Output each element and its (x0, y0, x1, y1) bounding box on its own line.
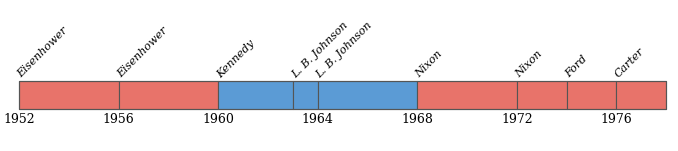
Text: L. B. Johnson: L. B. Johnson (315, 20, 374, 80)
Bar (318, 81, 418, 109)
Text: Kennedy: Kennedy (215, 38, 256, 80)
Text: 1968: 1968 (401, 113, 433, 126)
Bar (19, 81, 119, 109)
Text: Nixon: Nixon (414, 49, 445, 80)
Bar (119, 81, 218, 109)
Text: L. B. Johnson: L. B. Johnson (290, 20, 349, 80)
Text: 1952: 1952 (3, 113, 35, 126)
Text: Eisenhower: Eisenhower (16, 26, 70, 80)
Text: 1960: 1960 (202, 113, 234, 126)
Text: Nixon: Nixon (514, 49, 544, 80)
Text: Ford: Ford (563, 54, 589, 80)
Bar (19, 81, 666, 109)
Bar (418, 81, 517, 109)
Bar (218, 81, 293, 109)
Text: Carter: Carter (613, 47, 646, 80)
Text: 1976: 1976 (601, 113, 633, 126)
Bar (293, 81, 318, 109)
Text: Eisenhower: Eisenhower (115, 26, 170, 80)
Bar (517, 81, 567, 109)
Text: 1964: 1964 (302, 113, 334, 126)
Text: 1972: 1972 (501, 113, 533, 126)
Bar (567, 81, 616, 109)
Text: 1956: 1956 (103, 113, 135, 126)
Bar (616, 81, 666, 109)
